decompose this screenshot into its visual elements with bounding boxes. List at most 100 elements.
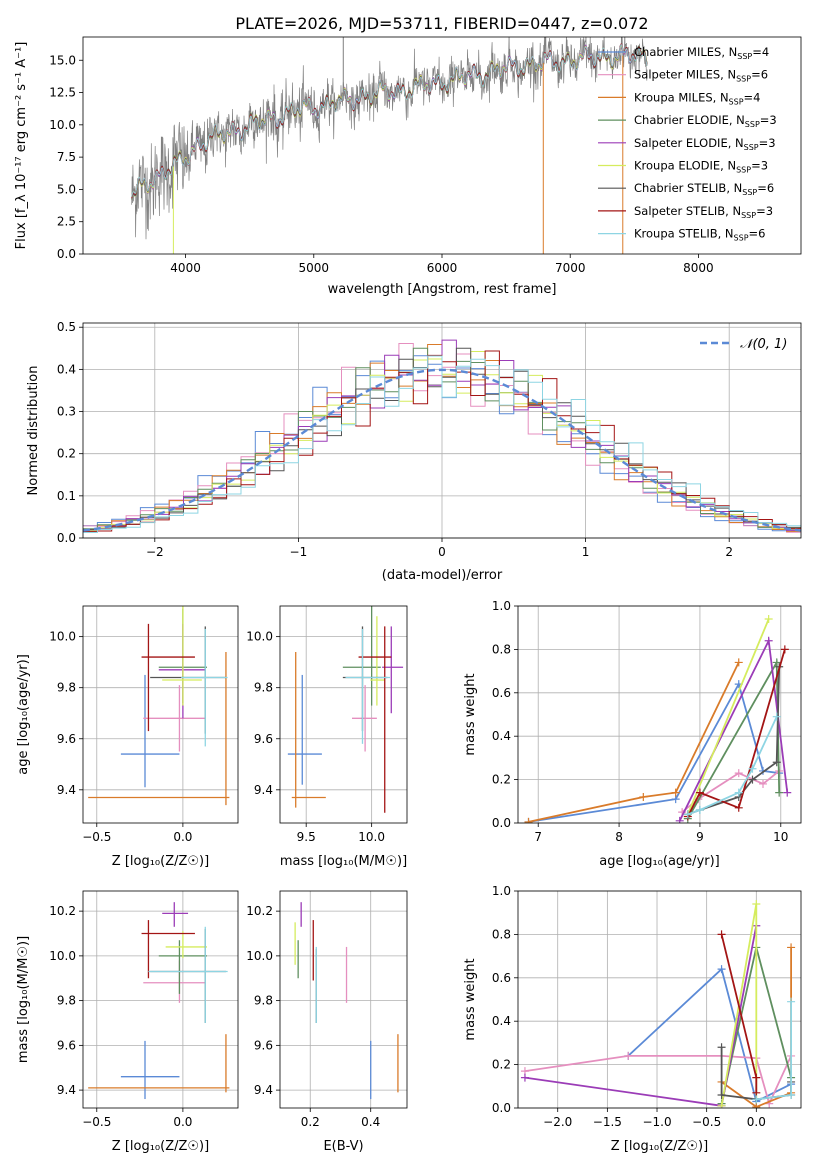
y-tick-label: 9.8 — [254, 681, 273, 695]
weight-marker-kroupa-stelib — [787, 1090, 796, 1099]
legend-label-kroupa-elodie: Kroupa ELODIE, NSSP=3 — [634, 159, 768, 175]
y-tick-label: 0.4 — [492, 1014, 511, 1028]
y-tick-label: 9.8 — [254, 994, 273, 1008]
weight-marker-salpeter-elodie — [675, 816, 684, 823]
x-tick-label: 10 — [773, 830, 788, 844]
grid — [518, 605, 801, 824]
x-tick-label: −1.5 — [593, 1115, 622, 1129]
y-tick-label: 0.0 — [57, 247, 76, 261]
y-axis-label: Flux [f_λ 10⁻¹⁷ erg cm⁻² s⁻¹ A⁻¹] — [14, 42, 29, 250]
legend-label-salpeter-stelib: Salpeter STELIB, NSSP=3 — [634, 204, 773, 220]
observed-spectrum-line — [131, 37, 648, 240]
plot-area — [88, 606, 230, 806]
weight-marker-salpeter-elodie — [520, 1073, 529, 1082]
y-tick-label: 9.6 — [254, 1038, 273, 1052]
mass-vs-extinction-panel: 0.2 0.4 9.4 9.6 9.8 10.0 10.2 E(B-V) — [246, 890, 408, 1154]
x-tick-label: 1 — [582, 545, 590, 559]
axes-border — [82, 36, 802, 255]
y-tick-label: 5.0 — [57, 182, 76, 196]
plot-area — [287, 606, 404, 813]
weight-line-chabrier-miles — [528, 681, 780, 823]
x-tick-label: −1 — [290, 545, 308, 559]
weight-marker-chabrier-elodie — [772, 658, 781, 667]
axes-frame: 9.5 10.0 9.4 9.6 9.8 10.0 mass [log₁₀(M/M☉)] — [246, 605, 408, 869]
gaussian-reference-curve — [83, 368, 801, 532]
age-vs-metallicity-panel: −0.5 0.0 9.4 9.6 9.8 10.0 Z [log₁₀(Z/Z☉)] age [… — [16, 605, 239, 869]
legend-subscript: SSP — [736, 75, 751, 84]
legend-value: =3 — [760, 113, 777, 127]
x-tick-label: 8000 — [683, 261, 714, 275]
weight-marker-salpeter-stelib — [734, 803, 743, 812]
y-tick-label: 12.5 — [49, 86, 76, 100]
axes-border — [82, 322, 802, 539]
weight-marker-kroupa-stelib — [752, 1095, 761, 1104]
legend-value: =6 — [751, 68, 768, 82]
x-tick-label: 10.0 — [358, 830, 385, 844]
axes-border — [517, 890, 802, 1109]
x-tick-label: 9.5 — [297, 830, 316, 844]
weight-marker-kroupa-miles — [752, 1102, 761, 1108]
y-tick-label: 0.2 — [492, 1058, 511, 1072]
axes-border — [82, 605, 239, 824]
legend-value: =3 — [751, 159, 768, 173]
y-tick-label: 0.4 — [57, 362, 76, 376]
y-tick-label: 0.5 — [57, 320, 76, 334]
axes-frame: −0.5 0.0 9.4 9.6 9.8 10.0 Z [log₁₀(Z/Z☉)] age [… — [16, 605, 239, 869]
legend-label-chabrier-stelib: Chabrier STELIB, NSSP=6 — [634, 181, 774, 197]
legend-label-chabrier-miles: Chabrier MILES, NSSP=4 — [634, 45, 769, 61]
weight-marker-kroupa-stelib — [748, 764, 757, 773]
legend-label-salpeter-miles: Salpeter MILES, NSSP=6 — [634, 68, 768, 84]
y-tick-label: 7.5 — [57, 150, 76, 164]
x-tick-label: 0.4 — [361, 1115, 380, 1129]
y-tick-label: 0.8 — [492, 927, 511, 941]
grid — [83, 606, 238, 823]
x-tick-label: 7000 — [555, 261, 586, 275]
y-tick-label: 10.2 — [49, 904, 76, 918]
weight-marker-kroupa-miles — [671, 788, 680, 797]
legend-label-kroupa-stelib: Kroupa STELIB, NSSP=6 — [634, 227, 765, 243]
weight-marker-chabrier-elodie — [775, 788, 784, 797]
legend-value: =4 — [752, 45, 769, 59]
x-tick-label: 7 — [534, 830, 542, 844]
weight-vs-metallicity-panel: −2.0 −1.5 −1.0 −0.5 0.0 0.0 0.2 0.4 0.6 0.8 1.0 Z [… — [463, 884, 802, 1154]
legend-value: =6 — [757, 181, 774, 195]
grid — [83, 891, 238, 1108]
legend-subscript: SSP — [744, 143, 759, 152]
y-axis-label: mass [log₁₀(M/M☉)] — [16, 936, 31, 1063]
x-axis-label: E(B-V) — [323, 1139, 363, 1154]
x-tick-label: 2 — [725, 545, 733, 559]
axes-border — [279, 890, 408, 1109]
plot-area — [83, 339, 801, 533]
x-tick-label: 8 — [615, 830, 623, 844]
grid — [280, 606, 407, 823]
mass-vs-metallicity-panel: −0.5 0.0 9.4 9.6 9.8 10.0 10.2 Z [log₁₀(Z/Z☉)] m… — [16, 890, 239, 1154]
weight-marker-salpeter-stelib — [717, 930, 726, 939]
axes-border — [279, 605, 408, 824]
x-tick-label: −0.5 — [692, 1115, 721, 1129]
x-axis-label: Z [log₁₀(Z/Z☉)] — [611, 1139, 708, 1154]
y-tick-label: 0.3 — [57, 405, 76, 419]
x-axis-label: Z [log₁₀(Z/Z☉)] — [112, 1139, 209, 1154]
weight-line-kroupa-elodie — [686, 618, 770, 815]
axes-frame: −2 −1 0 1 2 0.0 0.1 0.2 0.3 0.4 0.5 (data-model)/er… — [26, 320, 802, 583]
axes-frame: 7 8 9 10 0.0 0.2 0.4 0.6 0.8 1.0 age [log₁₀(age/yr… — [463, 599, 802, 869]
y-tick-label: 0.1 — [57, 489, 76, 503]
y-axis-label: age [log₁₀(age/yr)] — [16, 654, 31, 775]
weight-marker-kroupa-miles — [639, 792, 648, 801]
histogram-kroupa-stelib — [83, 355, 801, 533]
y-tick-label: 9.4 — [57, 783, 76, 797]
weight-marker-kroupa-elodie — [764, 615, 773, 624]
x-tick-label: 0.2 — [301, 1115, 320, 1129]
y-tick-label: 9.4 — [57, 1083, 76, 1097]
legend-subscript: SSP — [741, 211, 756, 220]
y-axis-label: mass weight — [463, 673, 478, 755]
weight-marker-kroupa-stelib — [734, 788, 743, 797]
y-tick-label: 10.2 — [246, 904, 273, 918]
x-tick-label: 0 — [438, 545, 446, 559]
y-tick-label: 10.0 — [49, 630, 76, 644]
y-axis-label: Normed distribution — [26, 366, 41, 496]
weight-marker-kroupa-miles — [524, 817, 533, 823]
weight-marker-salpeter-miles — [734, 769, 743, 778]
y-tick-label: 1.0 — [492, 599, 511, 613]
